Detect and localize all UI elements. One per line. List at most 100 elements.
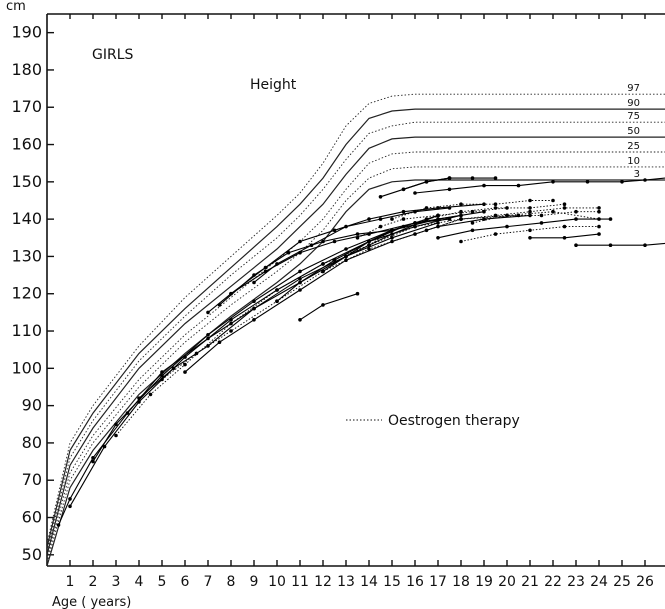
patient-point xyxy=(171,366,176,371)
patient-point xyxy=(447,217,452,221)
patient-line xyxy=(437,218,611,239)
percentile-line-97 xyxy=(46,93,665,544)
y-unit-label: cm xyxy=(6,0,26,14)
x-tick-label: 5 xyxy=(158,574,167,590)
patient-point xyxy=(551,198,555,203)
patient-point xyxy=(321,262,325,266)
y-tick-label: 90 xyxy=(22,396,42,415)
y-tick-label: 120 xyxy=(11,284,42,303)
patient-point xyxy=(643,243,647,247)
patient-point xyxy=(551,180,555,184)
patient-point xyxy=(321,303,325,307)
patient-point xyxy=(528,228,532,233)
patient-point xyxy=(401,187,406,192)
y-tick-label: 180 xyxy=(11,60,42,79)
patient-point xyxy=(528,213,532,218)
patient-point xyxy=(344,247,348,251)
patient-point xyxy=(275,299,279,304)
patient-point xyxy=(493,202,498,206)
percentile-labels: 97 90 75 50 25 10 3 xyxy=(627,83,640,180)
patient-point xyxy=(298,280,302,285)
patient-point xyxy=(183,370,187,374)
patient-point xyxy=(91,459,95,464)
patient-point xyxy=(574,243,578,247)
x-tick-label: 7 xyxy=(204,574,213,590)
patient-point xyxy=(493,206,498,210)
patient-point xyxy=(298,269,302,274)
patient-point xyxy=(194,351,199,356)
x-axis-title: Age ( years) xyxy=(52,595,131,609)
patient-point xyxy=(390,228,394,233)
patient-point xyxy=(321,269,325,274)
patient-line xyxy=(230,203,485,295)
patient-point xyxy=(229,329,233,333)
x-tick-label: 21 xyxy=(521,574,539,590)
y-tick-label: 150 xyxy=(11,172,42,191)
patient-point xyxy=(459,213,463,218)
patient-line xyxy=(357,207,508,239)
x-ticks: 1 2 3 4 5 6 7 8 9 10 11 12 13 14 15 16 17 18 19 20 21 22 23 24 2… xyxy=(66,560,654,590)
patient-point xyxy=(482,183,486,188)
patient-point xyxy=(562,236,567,240)
patient-point xyxy=(597,232,601,236)
y-tick-label: 130 xyxy=(11,246,42,265)
patient-point xyxy=(114,422,118,427)
patient-point xyxy=(229,291,233,296)
patient-point xyxy=(459,209,463,214)
y-tick-label: 170 xyxy=(11,97,42,116)
percentile-label-10: 10 xyxy=(627,156,640,167)
patient-point xyxy=(252,280,256,285)
x-tick-label: 13 xyxy=(337,574,355,590)
patient-point xyxy=(56,523,61,527)
patient-point xyxy=(217,340,222,345)
patient-point xyxy=(137,396,141,401)
patient-point xyxy=(528,206,532,210)
x-tick-label: 8 xyxy=(227,574,236,590)
patient-point xyxy=(528,236,532,240)
y-tick-label: 110 xyxy=(11,321,42,340)
patient-point xyxy=(355,236,360,240)
patient-point xyxy=(125,411,130,415)
patient-point xyxy=(344,224,348,229)
patient-point xyxy=(505,224,509,229)
patient-point xyxy=(298,277,302,281)
x-tick-label: 24 xyxy=(590,574,608,590)
patient-point xyxy=(91,456,95,460)
x-tick-label: 4 xyxy=(135,574,144,590)
patient-point xyxy=(597,209,601,214)
patient-line xyxy=(322,218,450,272)
percentile-line-75 xyxy=(46,121,665,552)
legend-label: Oestrogen therapy xyxy=(388,413,520,429)
x-tick-label: 16 xyxy=(406,574,424,590)
patient-lines xyxy=(56,176,665,527)
patient-point xyxy=(597,206,601,210)
patient-point xyxy=(413,221,417,225)
y-ticks: 50 60 70 80 90 100 110 120 130 140 150 160 170 180 190 xyxy=(11,23,54,564)
percentile-label-3: 3 xyxy=(634,169,640,180)
patient-point xyxy=(493,232,498,236)
patient-point xyxy=(344,258,348,263)
patient-point xyxy=(574,209,578,214)
patient-point xyxy=(367,239,371,244)
patient-line xyxy=(57,214,439,526)
patient-point xyxy=(390,236,394,240)
patient-point xyxy=(390,217,394,221)
patient-line xyxy=(426,207,599,231)
patient-point xyxy=(493,176,498,180)
patient-point xyxy=(562,206,567,210)
legend: Oestrogen therapy xyxy=(346,413,520,429)
patient-line xyxy=(299,293,358,321)
patient-point xyxy=(539,213,544,218)
patient-point xyxy=(528,198,532,203)
patient-point xyxy=(505,206,509,210)
patient-point xyxy=(608,243,613,247)
percentile-label-97: 97 xyxy=(627,83,640,94)
y-tick-label: 50 xyxy=(22,545,42,564)
patient-point xyxy=(562,202,567,206)
patient-point xyxy=(355,232,360,236)
patient-point xyxy=(298,239,302,244)
x-tick-label: 23 xyxy=(567,574,585,590)
x-tick-label: 12 xyxy=(314,574,332,590)
x-tick-label: 18 xyxy=(452,574,470,590)
x-tick-label: 15 xyxy=(383,574,401,590)
